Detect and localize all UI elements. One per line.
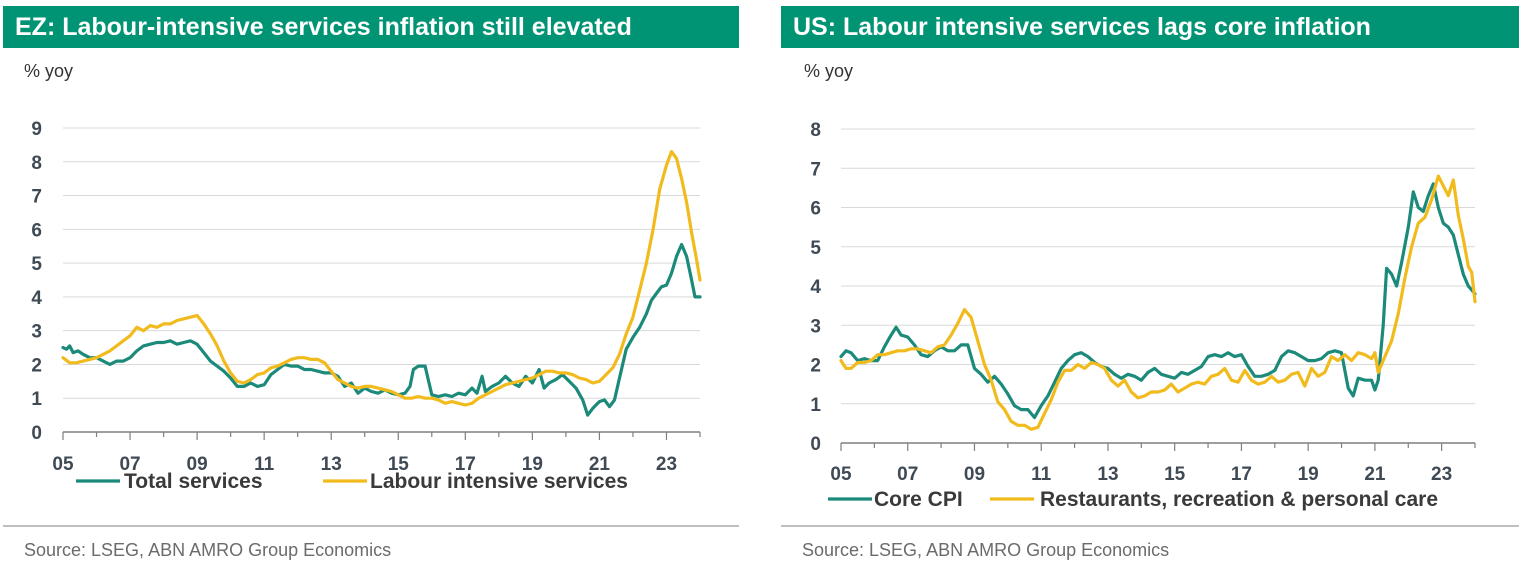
- legend-label: Labour intensive services: [370, 470, 628, 493]
- y-tick-label: 5: [31, 254, 42, 275]
- y-tick-label: 6: [31, 220, 42, 241]
- chart-panel-ez: EZ: Labour-intensive services inflation …: [0, 0, 750, 574]
- x-tick-label: 15: [1164, 464, 1186, 485]
- y-tick-label: 9: [31, 119, 42, 140]
- x-tick-label: 07: [897, 464, 918, 485]
- y-tick-label: 7: [31, 187, 42, 208]
- footer-divider: [3, 525, 739, 527]
- x-tick-label: 11: [1031, 464, 1052, 485]
- y-tick-label: 6: [810, 199, 821, 220]
- x-tick-label: 19: [1298, 464, 1319, 485]
- x-tick-label: 09: [187, 454, 208, 475]
- y-tick-label: 3: [31, 322, 42, 343]
- x-tick-label: 05: [52, 454, 74, 475]
- legend-label: Total services: [124, 470, 263, 493]
- x-tick-label: 23: [656, 454, 677, 475]
- footer-divider: [781, 525, 1519, 527]
- y-unit-label: % yoy: [804, 61, 854, 81]
- series-line-core-cpi: [839, 182, 1477, 420]
- x-tick-label: 13: [321, 454, 342, 475]
- y-tick-label: 4: [810, 277, 821, 298]
- x-tick-label: 13: [1097, 464, 1118, 485]
- y-tick-label: 2: [31, 355, 42, 376]
- x-tick-label: 11: [254, 454, 275, 475]
- y-tick-label: 1: [810, 395, 821, 416]
- y-tick-label: 0: [810, 434, 821, 455]
- y-tick-label: 8: [31, 153, 42, 174]
- y-unit-label: % yoy: [24, 61, 74, 81]
- y-tick-label: 1: [31, 389, 42, 410]
- chart-panel-us: US: Labour intensive services lags core …: [778, 0, 1528, 574]
- x-tick-label: 07: [119, 454, 140, 475]
- chart-title: EZ: Labour-intensive services inflation …: [3, 6, 739, 48]
- y-tick-label: 2: [810, 356, 821, 377]
- series-line-restaurants-recreation-personal-care: [839, 174, 1477, 431]
- y-tick-label: 7: [810, 159, 821, 180]
- x-tick-label: 09: [964, 464, 985, 485]
- series-line-labour-intensive-services: [61, 150, 702, 407]
- x-tick-label: 05: [830, 464, 852, 485]
- source-note: Source: LSEG, ABN AMRO Group Economics: [802, 540, 1170, 560]
- y-tick-label: 3: [810, 316, 821, 337]
- x-tick-label: 19: [522, 454, 543, 475]
- y-tick-label: 0: [31, 423, 42, 444]
- source-note: Source: LSEG, ABN AMRO Group Economics: [24, 540, 392, 560]
- x-tick-label: 17: [1231, 464, 1252, 485]
- x-tick-label: 15: [388, 454, 410, 475]
- legend-label: Core CPI: [874, 488, 963, 511]
- y-tick-label: 8: [810, 120, 821, 141]
- x-tick-label: 17: [455, 454, 476, 475]
- x-tick-label: 21: [1364, 464, 1386, 485]
- x-tick-label: 21: [589, 454, 611, 475]
- legend-label: Restaurants, recreation & personal care: [1040, 488, 1438, 511]
- chart-title: US: Labour intensive services lags core …: [781, 6, 1519, 48]
- y-tick-label: 4: [31, 288, 42, 309]
- y-tick-label: 5: [810, 238, 821, 259]
- x-tick-label: 23: [1431, 464, 1452, 485]
